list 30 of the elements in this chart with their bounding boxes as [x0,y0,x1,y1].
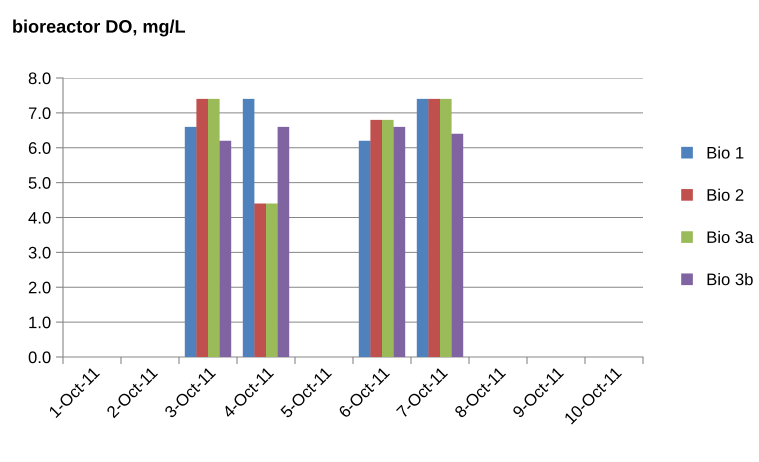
y-tick-label: 7.0 [28,107,51,120]
bar [220,140,232,357]
bar [452,134,464,357]
bar [394,126,406,357]
y-tick-label: 5.0 [28,177,51,189]
bar [278,126,290,357]
y-tick-label: 0.0 [28,351,51,364]
bar [184,126,196,357]
y-tick-label: 4.0 [28,212,51,224]
bar [196,98,208,357]
bar [370,120,382,357]
bar [208,98,220,357]
chart-title: bioreactor DO, mg/L [13,20,185,36]
bar [266,204,278,357]
legend-label: Bio 3a [708,230,754,244]
legend-label: Bio 2 [708,188,744,201]
bar [358,140,370,357]
y-tick-label: 6.0 [28,142,51,154]
bar [242,98,254,357]
bar [416,98,428,357]
y-tick-label: 3.0 [28,246,51,259]
y-tick-label: 8.0 [28,72,51,84]
y-tick-label: 2.0 [28,282,51,294]
bar [440,98,452,357]
legend-label: Bio 3b [708,273,753,286]
legend-label: Bio 1 [708,146,744,159]
y-tick-label: 1.0 [29,316,51,328]
bar [254,204,266,357]
bar [428,98,440,357]
bar [382,120,394,357]
